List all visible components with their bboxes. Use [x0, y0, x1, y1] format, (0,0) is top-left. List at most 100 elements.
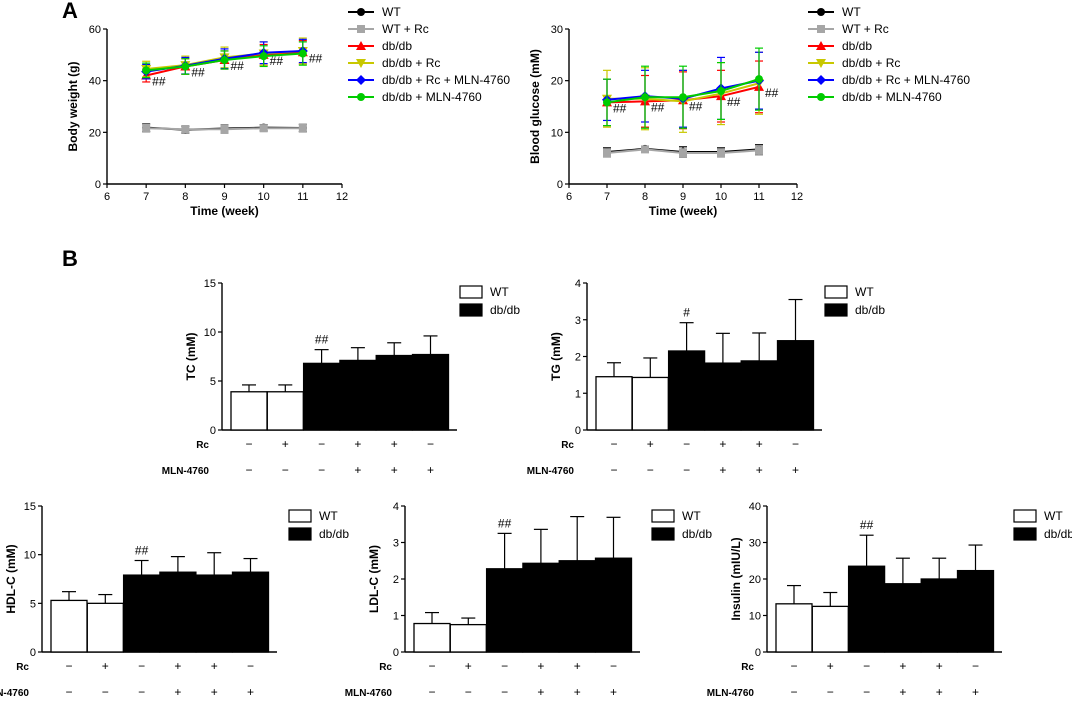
y-tick-label: 15: [24, 501, 36, 513]
data-point: [298, 49, 307, 58]
legend-swatch: [1013, 509, 1037, 523]
significance-label: ##: [135, 544, 149, 558]
tc-chart: 0 5 10 15 TC (mM) ## Rc MLN-4760 − + − + + − − − − + + + WT d…: [162, 278, 521, 477]
mln-sign: −: [647, 463, 654, 477]
mln-row-label: MLN-4760: [345, 688, 393, 699]
y-axis-title: TG (mM): [549, 332, 563, 381]
y-tick-label: 10: [204, 327, 216, 339]
y-tick-label: 0: [30, 647, 36, 659]
y-axis-title: TC (mM): [184, 333, 198, 381]
y-tick-label: 0: [95, 179, 101, 191]
series-5: [603, 47, 763, 129]
body-weight-chart: 6 7 8 9 10 11 12 0 20 40 60 Time (week) Body weight …: [66, 5, 510, 218]
bar: [956, 569, 995, 653]
y-axis-title: Insulin (mIU/L): [729, 537, 743, 620]
y-tick-label: 5: [30, 598, 36, 610]
mln-row-label: MLN-4760: [0, 688, 29, 699]
y-tick-label: 20: [749, 574, 761, 586]
legend-label: db/db + Rc + MLN-4760: [842, 73, 970, 87]
mln-sign: −: [102, 685, 109, 699]
rc-sign: −: [683, 437, 690, 451]
mln-sign: +: [427, 463, 434, 477]
mln-sign: +: [610, 685, 617, 699]
legend-marker: [817, 8, 825, 16]
x-tick-label: 6: [566, 191, 572, 203]
data-point: [142, 66, 151, 75]
significance-label: ##: [231, 59, 245, 73]
data-point: [181, 125, 190, 134]
legend-marker: [356, 75, 366, 85]
rc-sign: −: [318, 437, 325, 451]
mln-sign: −: [827, 685, 834, 699]
bar: [339, 359, 377, 431]
rc-sign: −: [610, 437, 617, 451]
bar: [231, 571, 270, 653]
x-tick-label: 10: [258, 191, 270, 203]
y-tick-label: 0: [393, 647, 399, 659]
bar: [595, 376, 633, 431]
y-tick-label: 0: [210, 425, 216, 437]
x-tick-label: 11: [297, 191, 308, 203]
y-tick-label: 3: [393, 538, 399, 550]
rc-sign: +: [537, 659, 544, 673]
mln-sign: +: [574, 685, 581, 699]
y-tick-label: 15: [204, 278, 216, 290]
mln-sign: +: [174, 685, 181, 699]
bar: [230, 391, 268, 431]
significance-label: ##: [689, 99, 703, 113]
bar: [522, 562, 560, 653]
rc-sign: −: [247, 659, 254, 673]
rc-sign: −: [427, 437, 434, 451]
data-point: [641, 145, 649, 154]
legend-label: db/db: [855, 303, 885, 317]
data-point: [259, 52, 268, 61]
x-tick-label: 8: [182, 191, 188, 203]
mln-sign: +: [391, 463, 398, 477]
mln-sign: +: [211, 685, 218, 699]
legend-marker: [817, 25, 825, 33]
mln-sign: +: [719, 463, 726, 477]
rc-sign: −: [501, 659, 508, 673]
legend-label: db/db: [490, 303, 520, 317]
y-axis-title: HDL-C (mM): [4, 544, 18, 613]
x-tick-label: 11: [753, 191, 764, 203]
mln-sign: −: [790, 685, 797, 699]
series-1: [142, 123, 307, 134]
rc-sign: +: [719, 437, 726, 451]
legend-label: db/db + MLN-4760: [382, 90, 482, 104]
rc-row-label: Rc: [16, 662, 29, 673]
mln-sign: −: [65, 685, 72, 699]
bar: [159, 571, 197, 653]
bar: [413, 622, 451, 653]
significance-label: ##: [152, 75, 166, 89]
data-point: [717, 87, 725, 95]
bar: [50, 599, 88, 653]
data-point: [181, 62, 190, 71]
y-tick-label: 60: [89, 24, 101, 36]
rc-sign: +: [899, 659, 906, 673]
mln-sign: +: [756, 463, 763, 477]
legend-label: db/db + Rc + MLN-4760: [382, 73, 510, 87]
mln-sign: +: [792, 463, 799, 477]
bar: [776, 340, 815, 431]
mln-sign: −: [282, 463, 289, 477]
y-tick-label: 20: [89, 127, 101, 139]
legend-label: db/db: [1044, 527, 1072, 541]
bar: [195, 574, 233, 653]
mln-sign: −: [138, 685, 145, 699]
rc-row-label: Rc: [561, 440, 574, 451]
legend-label: db/db + Rc: [842, 56, 900, 70]
hdl-chart: 0 5 10 15 HDL-C (mM) ## Rc MLN-4760 − + − + + − − − − + + +…: [0, 501, 349, 699]
rc-sign: −: [428, 659, 435, 673]
x-axis-title: Time (week): [649, 204, 717, 218]
bar: [449, 623, 487, 653]
y-axis-title: LDL-C (mM): [367, 545, 381, 613]
rc-row-label: Rc: [379, 662, 392, 673]
bar: [920, 578, 958, 653]
bar: [375, 354, 413, 431]
y-tick-label: 40: [749, 501, 761, 513]
legend-marker: [816, 75, 826, 85]
data-point: [641, 93, 649, 102]
legend-label: db/db + MLN-4760: [842, 90, 942, 104]
rc-row-label: Rc: [196, 440, 209, 451]
